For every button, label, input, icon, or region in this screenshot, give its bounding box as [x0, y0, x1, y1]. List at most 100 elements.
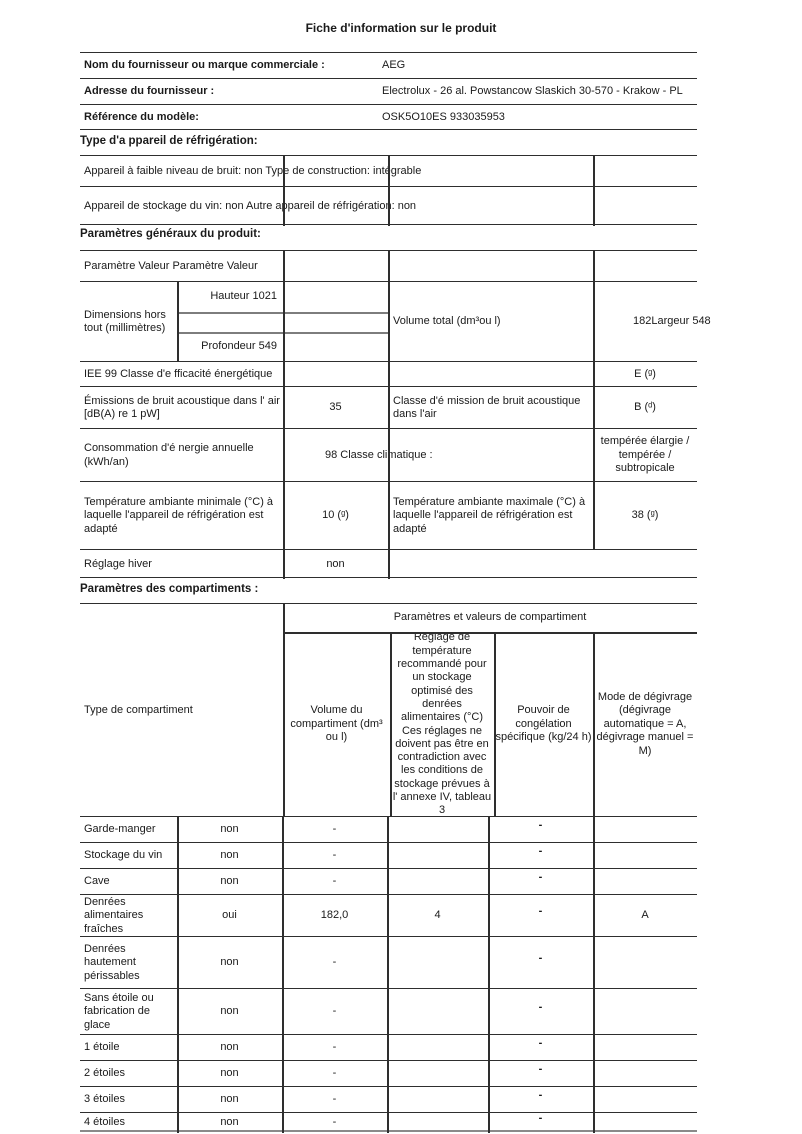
divider [593, 482, 595, 550]
col-header-freeze: Pouvoir de congélation spécifique (kg/24… [495, 704, 592, 744]
divider [593, 187, 595, 226]
col-header-volume: Volume du compartiment (dm³ ou l) [290, 704, 383, 744]
divider [283, 156, 285, 187]
param-header-text: Paramètre Valeur Paramètre Valeur [84, 259, 258, 272]
compartment-defrost [593, 1061, 697, 1087]
compartment-present: non [220, 1116, 239, 1129]
compartment-volume: - [332, 823, 337, 836]
freeze-dash: - [538, 871, 543, 884]
compartment-name: 1 étoile [84, 1041, 120, 1054]
energy-class-value: E (ᵍ) [634, 367, 656, 380]
compartment-volume: - [332, 875, 337, 888]
noise-emission-value: 35 [329, 401, 342, 414]
divider [593, 632, 595, 817]
temp-min-label: Température ambiante minimale (°C) à laq… [84, 495, 274, 535]
table-row: Paramètre Valeur Paramètre Valeur [80, 250, 697, 282]
divider [388, 251, 390, 282]
compartments-header-table: Type de compartiment Paramètres et valeu… [80, 603, 697, 817]
col-header-defrost: Mode de dégivrage (dégivrage automatique… [596, 690, 694, 757]
compartment-name: Garde-manger [84, 823, 156, 836]
compartment-volume: 182,0 [320, 909, 349, 922]
section-heading-type: Type d'a ppareil de réfrigération: [80, 135, 258, 147]
compartment-present: non [220, 1093, 239, 1106]
table-row: Appareil à faible niveau de bruit: non T… [80, 155, 697, 187]
compartment-name: Cave [84, 875, 110, 888]
compartment-name: Stockage du vin [84, 849, 163, 862]
compartment-volume: - [332, 1116, 337, 1129]
compartment-temp [387, 1087, 488, 1113]
compartment-volume: - [332, 1093, 337, 1106]
general-params-table: Paramètre Valeur Paramètre Valeur Dimens… [80, 250, 711, 579]
compartment-present: non [220, 875, 239, 888]
divider [283, 550, 285, 579]
noise-emission-label: Émissions de bruit acoustique dans l' ai… [84, 394, 280, 421]
dimensions-row: Dimensions hors tout (millimètres) Haute… [80, 281, 711, 362]
compartment-freeze: - [488, 1087, 593, 1113]
winter-setting-value: non [326, 557, 345, 570]
divider [388, 387, 390, 429]
divider [283, 251, 285, 282]
compartment-volume: - [332, 849, 337, 862]
compartment-temp [387, 937, 488, 989]
compartment-temp [387, 817, 488, 843]
compartments-body-table: Garde-manger non - - Stockage du vin non… [80, 816, 697, 1134]
table-row: Émissions de bruit acoustique dans l' ai… [80, 386, 697, 429]
divider [177, 332, 388, 334]
divider [283, 632, 697, 634]
supplier-name-value: AEG [382, 59, 406, 72]
model-ref-label: Référence du modèle: [84, 111, 199, 124]
winter-setting-label: Réglage hiver [84, 557, 152, 570]
compartment-temp [387, 989, 488, 1035]
divider [177, 282, 179, 362]
table-row: Consommation d'é nergie annuelle (kWh/an… [80, 428, 697, 482]
table-row: Stockage du vin non - - [80, 842, 697, 869]
divider [283, 604, 285, 817]
compartment-present: non [220, 849, 239, 862]
table-row: Garde-manger non - - [80, 816, 697, 843]
compartment-freeze: - [488, 989, 593, 1035]
dimensions-label: Dimensions hors tout (millimètres) [84, 308, 166, 335]
compartment-present: non [220, 1067, 239, 1080]
compartment-freeze: - [488, 937, 593, 989]
table-row: Cave non - - [80, 868, 697, 895]
freeze-dash: - [538, 905, 543, 918]
divider [283, 387, 285, 429]
climate-class-value: tempérée élargie / tempérée / subtropica… [600, 435, 690, 475]
divider [388, 550, 390, 579]
compartment-temp [387, 869, 488, 895]
divider [388, 482, 390, 550]
divider [283, 282, 285, 362]
compartment-freeze: - [488, 1035, 593, 1061]
compartment-present: non [220, 823, 239, 836]
energy-class-label: IEE 99 Classe d'e fficacité énergétique [84, 367, 273, 380]
compartment-defrost [593, 1113, 697, 1133]
supplier-table: Nom du fournisseur ou marque commerciale… [80, 52, 697, 130]
volume-total-label: Volume total (dm³ou l) [393, 315, 501, 328]
climate-class-label: 98 Classe climatique : [325, 448, 433, 461]
col-header-temp: Réglage de température recommandé pour u… [392, 631, 492, 817]
temp-max-value: 38 (ᵍ) [631, 509, 659, 522]
freeze-dash: - [538, 1001, 543, 1014]
compartment-defrost [593, 989, 697, 1035]
compartment-present: non [220, 956, 239, 969]
compartment-defrost [593, 937, 697, 989]
supplier-name-label: Nom du fournisseur ou marque commerciale… [84, 59, 325, 72]
compartment-freeze: - [488, 869, 593, 895]
table-row: Sans étoile ou fabrication de glace non … [80, 988, 697, 1035]
divider [388, 282, 390, 362]
freeze-dash: - [538, 952, 543, 965]
table-row: Nom du fournisseur ou marque commerciale… [80, 52, 697, 78]
divider [388, 156, 390, 187]
compartment-volume: - [332, 1041, 337, 1054]
supplier-address-value: Electrolux - 26 al. Powstancow Slaskich … [382, 85, 683, 98]
divider [593, 362, 595, 387]
compartment-freeze: - [488, 843, 593, 869]
compartment-name: 2 étoiles [84, 1067, 125, 1080]
divider [283, 187, 285, 226]
section-heading-general: Paramètres généraux du produit: [80, 228, 261, 240]
compartment-present: non [220, 1041, 239, 1054]
compartment-temp [387, 1035, 488, 1061]
divider [593, 387, 595, 429]
table-row: Appareil de stockage du vin: non Autre a… [80, 186, 697, 226]
